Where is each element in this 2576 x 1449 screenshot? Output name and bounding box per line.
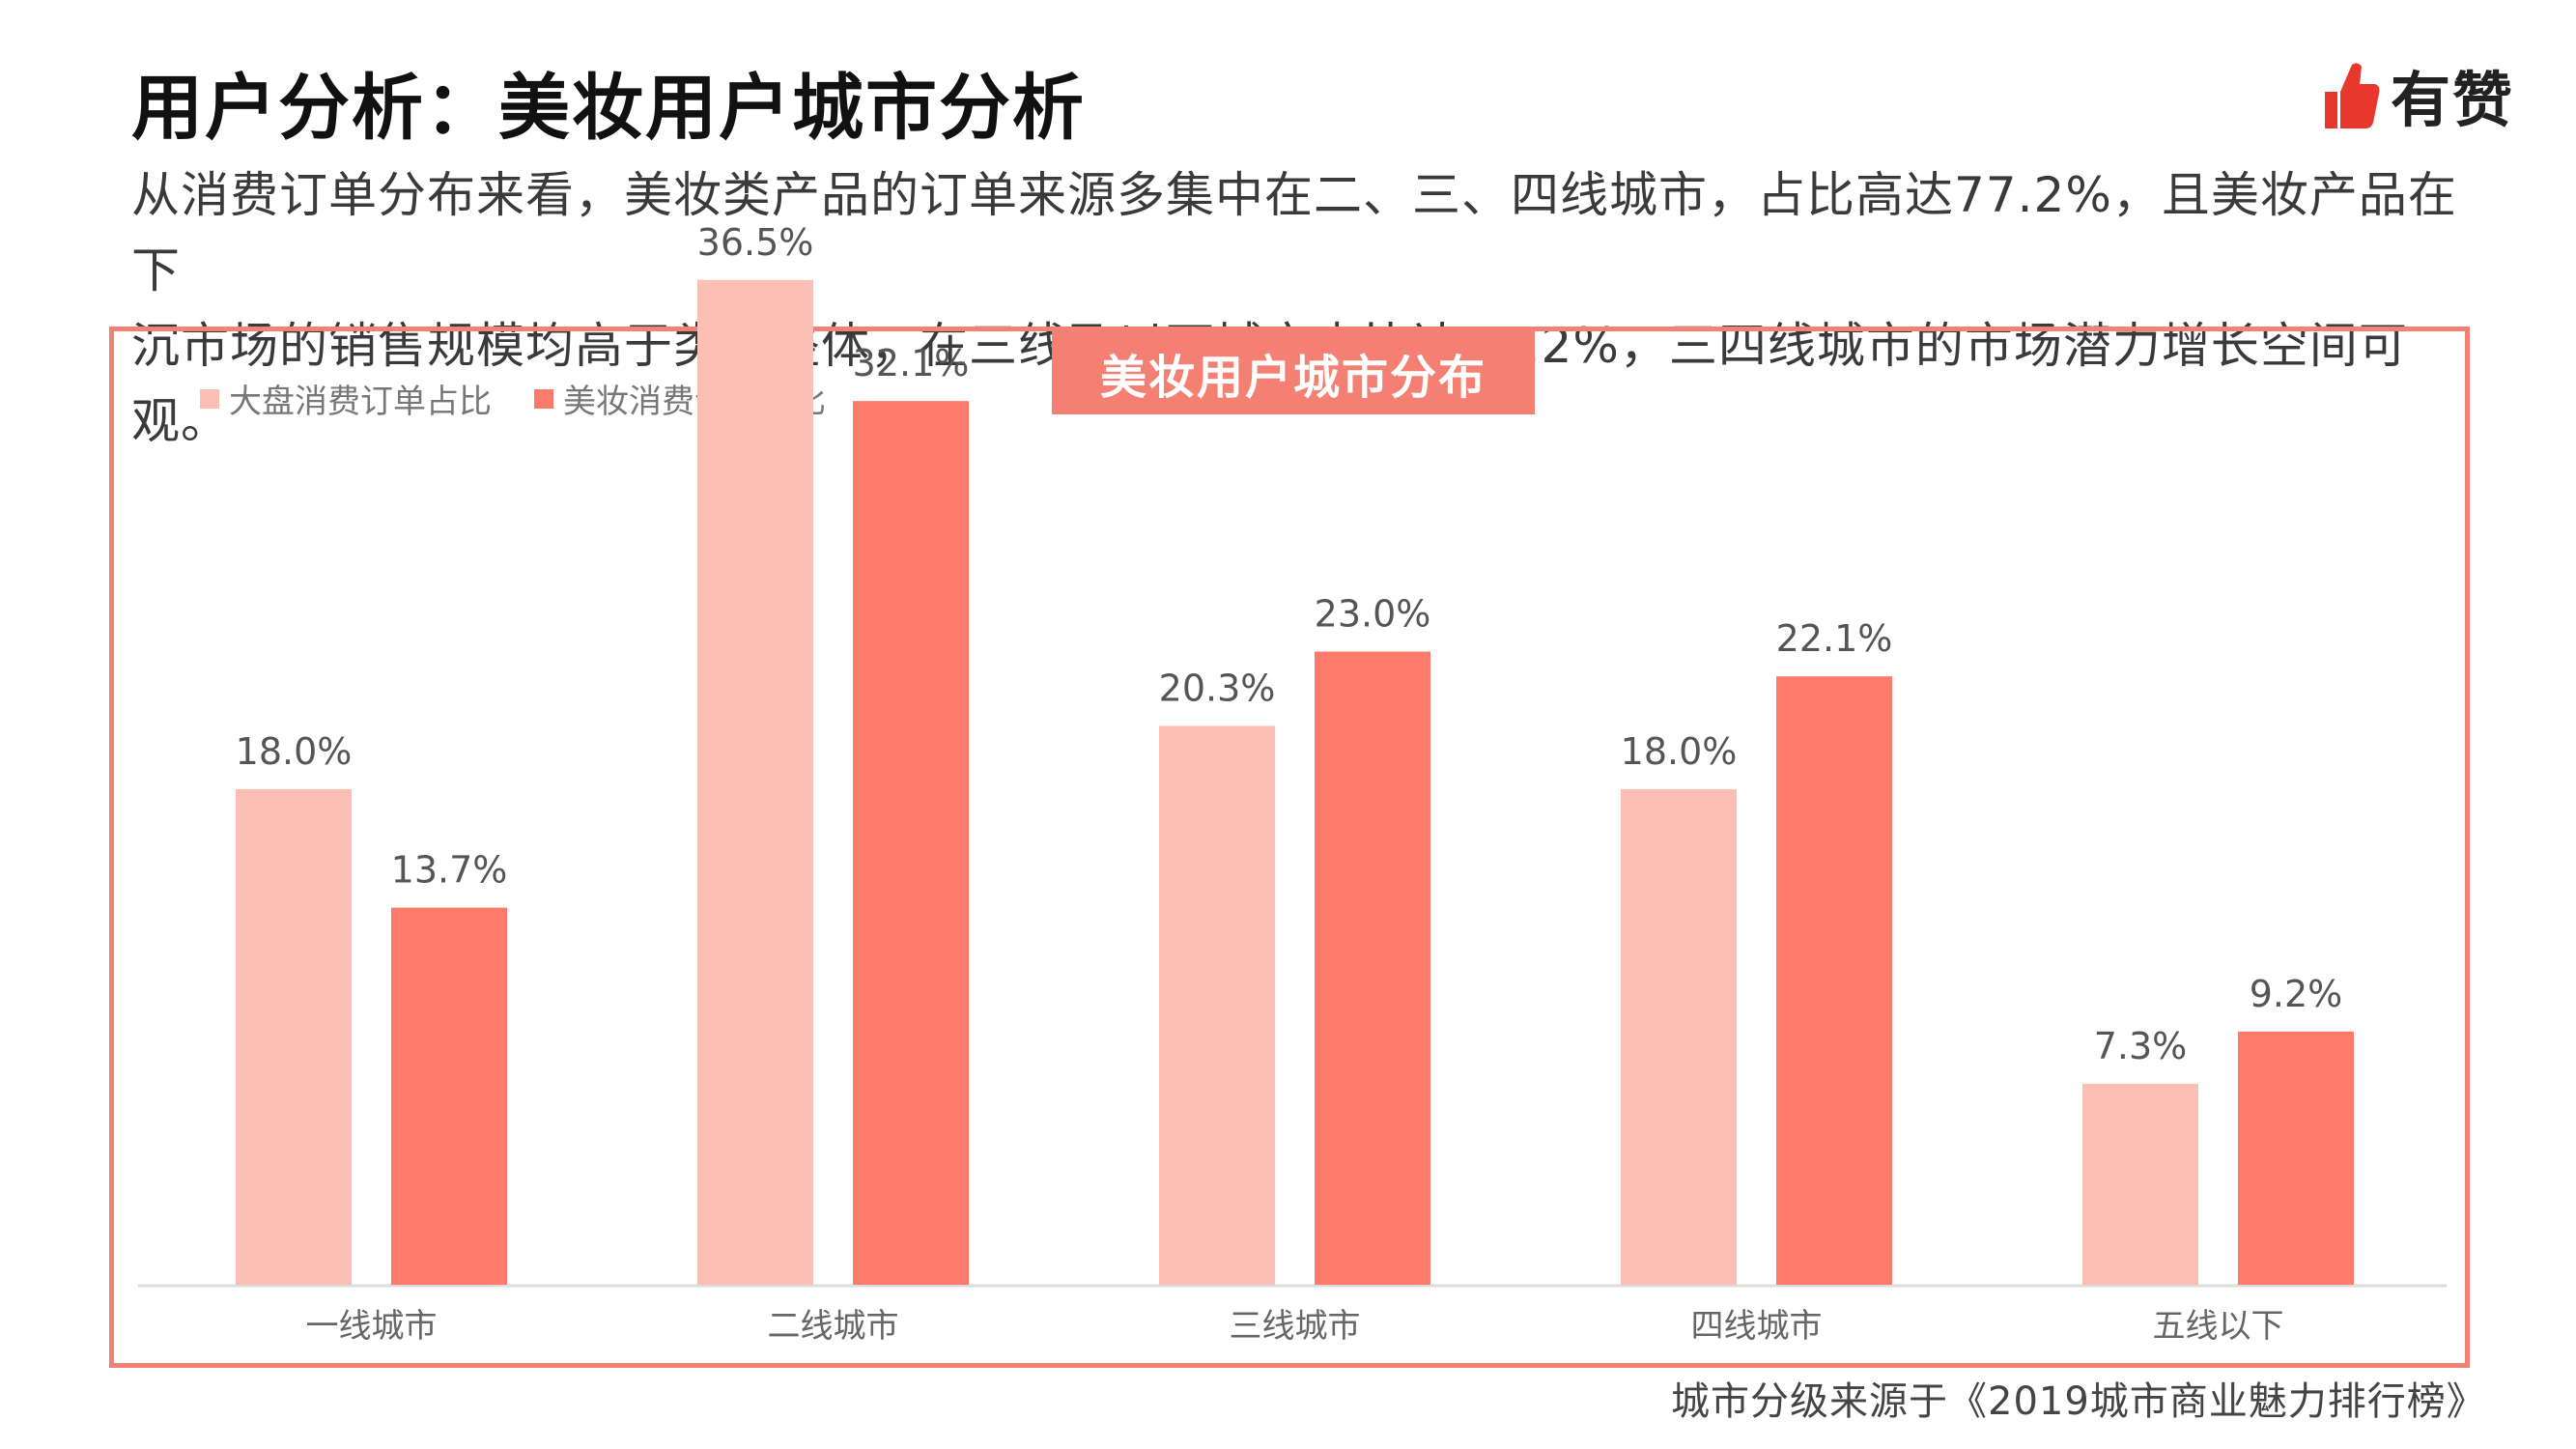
data-label: 18.0%: [236, 730, 353, 773]
bar-market: [2082, 1083, 2198, 1285]
data-label: 7.3%: [2094, 1025, 2188, 1067]
legend-swatch-beauty: [534, 388, 553, 409]
bar-market: [1159, 725, 1275, 1285]
data-label: 18.0%: [1621, 730, 1738, 773]
description-line: 从消费订单分布来看，美妆类产品的订单来源多集中在二、三、四线城市，占比高达77.…: [131, 167, 2457, 298]
x-tick-label: 二线城市: [768, 1307, 899, 1346]
data-label: 22.1%: [1776, 617, 1893, 660]
page-title: 用户分析：美妆用户城市分析: [131, 67, 1086, 150]
bar-beauty: [1315, 651, 1430, 1285]
bar-beauty: [2238, 1031, 2354, 1285]
x-tick-label: 四线城市: [1691, 1307, 1823, 1346]
legend-label: 大盘消费订单占比: [229, 383, 492, 421]
bar-beauty: [1776, 676, 1892, 1285]
x-tick-label: 五线以下: [2153, 1307, 2284, 1346]
chart-frame: [109, 327, 2470, 1368]
data-label: 20.3%: [1159, 667, 1276, 709]
thumbs-up-icon: [2325, 63, 2380, 128]
bar-beauty: [853, 401, 969, 1285]
bar-market: [1621, 789, 1737, 1285]
data-label: 9.2%: [2250, 973, 2343, 1015]
data-label: 23.0%: [1315, 593, 1431, 636]
data-label: 32.1%: [853, 342, 970, 384]
chart-title: 美妆用户城市分布: [1052, 331, 1535, 414]
legend-item-market: 大盘消费订单占比: [200, 375, 492, 422]
legend-swatch-market: [200, 388, 219, 409]
data-label: 13.7%: [391, 849, 508, 892]
bar-market: [236, 789, 352, 1285]
logo-text: 有赞: [2391, 65, 2515, 135]
bar-market: [697, 279, 813, 1285]
brand-logo: 有赞: [2323, 56, 2514, 135]
x-tick-label: 一线城市: [306, 1307, 438, 1346]
source-note: 城市分级来源于《2019城市商业魅力排行榜》: [1671, 1379, 2486, 1424]
x-tick-label: 三线城市: [1230, 1307, 1361, 1346]
data-label: 36.5%: [697, 221, 814, 264]
bar-beauty: [391, 907, 507, 1285]
